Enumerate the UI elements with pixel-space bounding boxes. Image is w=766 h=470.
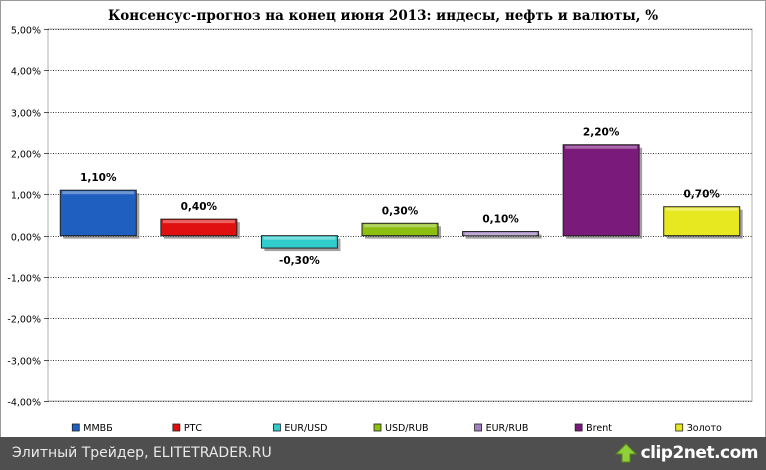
legend-label-0: ММВБ [83, 423, 112, 434]
y-tick-label: -3,00% [7, 357, 41, 368]
y-tick-label: 5,00% [11, 26, 41, 37]
plot-area [47, 28, 753, 402]
bar-highlight [263, 236, 336, 240]
legend-swatch-0 [71, 423, 80, 432]
y-tick-label: 3,00% [11, 109, 41, 120]
data-label-3: 0,30% [382, 205, 419, 217]
y-tick-label: 1,00% [11, 191, 41, 202]
legend-swatch-3 [373, 423, 382, 432]
bar-highlight [665, 207, 738, 211]
bar-6 [663, 206, 741, 237]
bar-highlight [364, 224, 436, 228]
data-label-4: 0,10% [482, 214, 519, 226]
legend-swatch-6 [675, 423, 684, 432]
y-tick-label: 0,00% [11, 233, 41, 244]
y-tick-label: 2,00% [11, 150, 41, 161]
legend-label-1: РТС [184, 423, 203, 434]
legend-swatch-1 [172, 423, 181, 432]
y-tick-label: -4,00% [7, 398, 41, 409]
clip2net-logo-icon [614, 443, 637, 463]
bar-highlight [162, 220, 235, 224]
bar-1 [160, 218, 238, 237]
bar-highlight [62, 191, 135, 195]
data-label-2: -0,30% [279, 255, 320, 267]
legend-swatch-4 [474, 423, 482, 432]
brand-name: clip2net.com [640, 443, 759, 463]
bar-2 [260, 235, 338, 249]
bar-highlight [565, 145, 638, 149]
bar-3 [361, 222, 439, 237]
legend-swatch-2 [273, 423, 281, 432]
data-label-6: 0,70% [683, 189, 720, 201]
footer-bar: Элитный Трейдер, ELITETRADER.RU clip2net… [0, 437, 766, 470]
y-tick-label: 4,00% [11, 67, 41, 78]
bar-4 [462, 231, 540, 237]
clip2net-brand[interactable]: clip2net.com [614, 442, 759, 464]
data-label-1: 0,40% [181, 201, 218, 213]
chart-title: Консенсус-прогноз на конец июня 2013: ин… [107, 8, 659, 24]
y-tick-label: -1,00% [7, 274, 41, 285]
bar-shadow [465, 234, 542, 239]
data-label-5: 2,20% [583, 127, 620, 139]
chart-svg: 5,00% 4,00% 3,00% 2,00% 1,00% 0,00% -1,00% -2,0… [7, 26, 753, 434]
legend-label-3: USD/RUB [385, 423, 429, 434]
bar-5 [562, 144, 640, 237]
legend-label-4: EUR/RUB [486, 423, 529, 434]
footer-source-text: Элитный Трейдер, ELITETRADER.RU [12, 445, 272, 461]
legend-label-5: Brent [586, 423, 612, 434]
bar-highlight [464, 232, 537, 236]
legend-swatch-5 [574, 423, 583, 432]
y-tick-label: -2,00% [7, 315, 41, 326]
bar-0 [59, 189, 137, 237]
legend-label-2: EUR/USD [284, 423, 327, 434]
legend-label-6: Золото [687, 423, 722, 434]
data-label-0: 1,10% [80, 172, 117, 184]
